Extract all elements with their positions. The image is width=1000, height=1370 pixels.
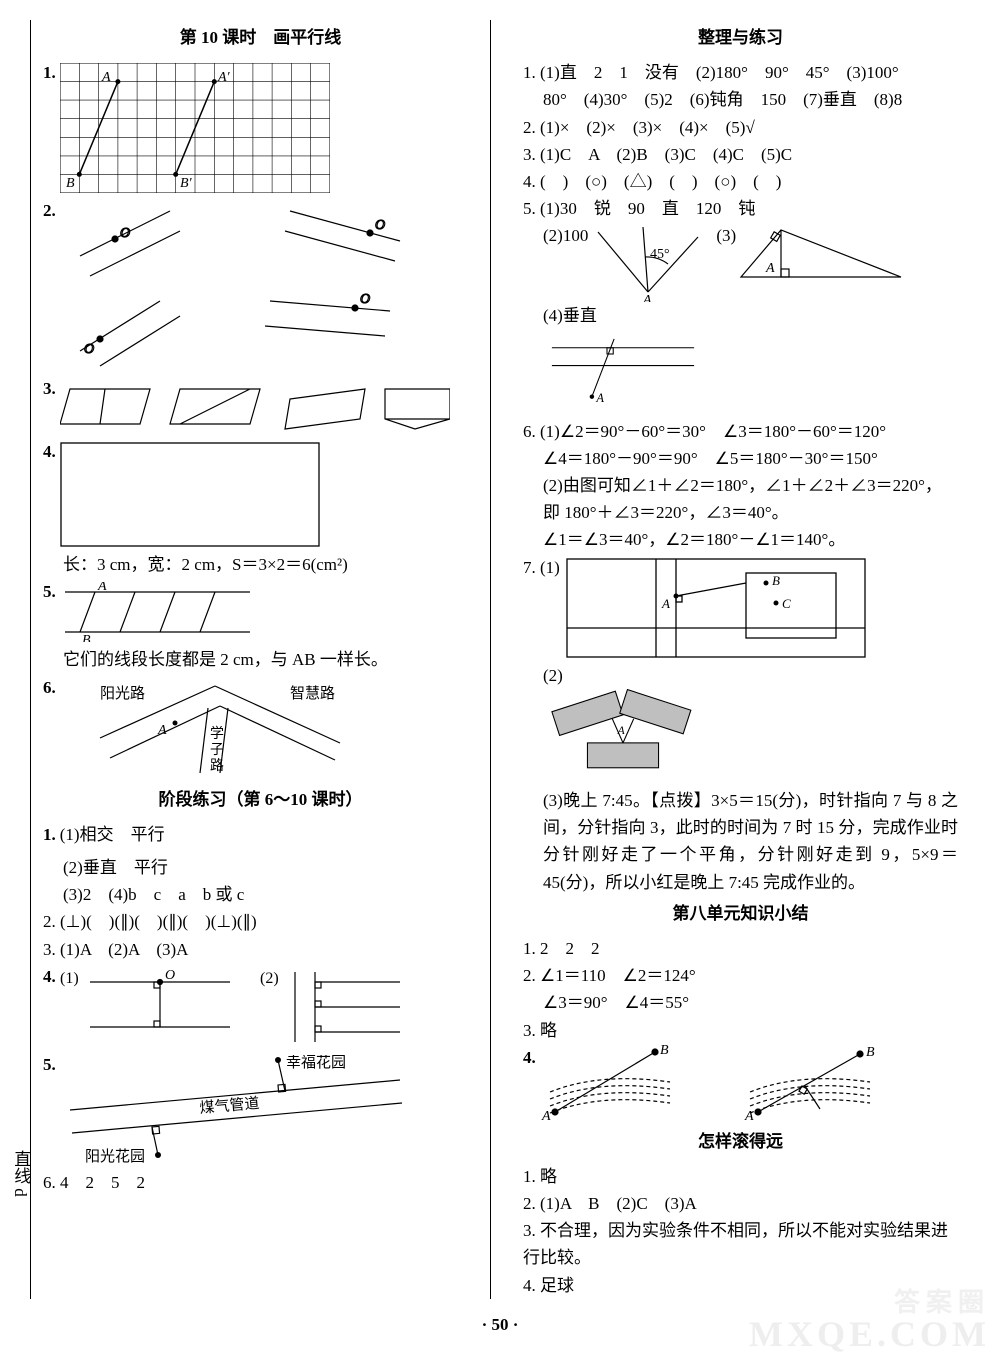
u4-num: 4. <box>523 1044 536 1071</box>
svg-text:幸福花园: 幸福花园 <box>286 1055 346 1071</box>
q1-figure: A A′ B B′ <box>60 63 330 193</box>
r5c: (4)垂直 <box>523 302 958 329</box>
r7-1: 7. (1) <box>523 554 560 581</box>
g1: 1. 略 <box>523 1163 958 1190</box>
u2a: 2. ∠1＝110 ∠2＝124° <box>523 962 958 989</box>
svg-text:子: 子 <box>210 742 224 758</box>
u2b: ∠3＝90° ∠4＝55° <box>523 989 958 1016</box>
svg-text:O: O <box>165 968 175 983</box>
g3: 3. 不合理，因为实验条件不相同，所以不能对实验结果进行比较。 <box>523 1217 958 1271</box>
svg-text:A: A <box>642 293 652 302</box>
svg-text:O: O <box>84 342 94 357</box>
q2-figure: O O O O <box>60 201 440 371</box>
svg-text:学: 学 <box>210 726 224 742</box>
g4: 4. 足球 <box>523 1272 958 1299</box>
right-title: 整理与练习 <box>523 24 958 51</box>
r6c: (2)由图可知∠1＋∠2＝180°，∠1＋∠2＋∠3＝220°， <box>523 472 958 499</box>
u3: 3. 略 <box>523 1017 958 1044</box>
svg-text:阳光路: 阳光路 <box>100 685 145 702</box>
svg-text:B: B <box>660 1044 669 1058</box>
sec2-title: 阶段练习（第 6～10 课时） <box>43 786 478 813</box>
svg-text:B: B <box>772 573 780 588</box>
r5-fig2: 45° A <box>588 222 708 302</box>
s2-1-3: (3)2 (4)b c a b 或 c <box>43 881 478 908</box>
watermark-en: MXQE.COM <box>749 1306 990 1364</box>
r5-fig3: A <box>736 222 906 292</box>
svg-text:A′: A′ <box>217 70 231 85</box>
svg-text:B: B <box>82 633 91 642</box>
s2-1-1: (1)相交 平行 <box>60 825 165 844</box>
r6e: ∠1＝∠3＝40°，∠2＝180°－∠1＝140°。 <box>523 526 958 553</box>
q5-text: 它们的线段长度都是 2 cm，与 AB 一样长。 <box>43 646 478 673</box>
q3-figure <box>60 379 450 434</box>
q6-figure: 阳光路 智慧路 学子路 A <box>60 678 380 778</box>
svg-text:(2): (2) <box>260 970 279 987</box>
q6-num: 6. <box>43 674 56 701</box>
r7-fig2: A <box>523 689 703 779</box>
svg-text:(1): (1) <box>60 970 79 987</box>
svg-text:B: B <box>66 176 75 191</box>
s2-2: 2. (⊥)( )(∥)( )(∥)( )(⊥)(∥) <box>43 908 478 935</box>
g2: 2. (1)A B (2)C (3)A <box>523 1190 958 1217</box>
r4: 4. ( ) (○) (△) ( ) (○) ( ) <box>523 168 958 195</box>
svg-text:B′: B′ <box>180 176 193 191</box>
left-column: 直线 d 第 10 课时 画平行线 1. A A′ B B′ 2. <box>30 20 491 1299</box>
r7-3: (3)晚上 7:45。【点拨】3×5＝15(分)，时针指向 7 与 8 之间，分… <box>523 787 958 896</box>
r5-fig4: A <box>523 330 703 410</box>
svg-text:A: A <box>541 1109 551 1124</box>
r5a: 5. (1)30 锐 90 直 120 钝 <box>523 195 958 222</box>
svg-text:A: A <box>157 723 167 738</box>
r7-2: (2) <box>523 662 958 689</box>
s2-4-figure: (1) O (2) <box>60 967 420 1047</box>
svg-text:45°: 45° <box>650 247 670 262</box>
side-label: 直线 d <box>7 1150 34 1197</box>
svg-text:O: O <box>120 226 130 241</box>
q4-text: 长：3 cm，宽：2 cm，S＝3×2＝6(cm²) <box>43 551 478 578</box>
q2-num: 2. <box>43 197 56 224</box>
svg-text:阳光花园: 阳光花园 <box>85 1148 145 1165</box>
r3: 3. (1)C A (2)B (3)C (4)C (5)C <box>523 141 958 168</box>
s2-5-figure: 幸福花园 煤气管道 阳光花园 <box>60 1055 440 1165</box>
r1a: 1. (1)直 2 1 没有 (2)180° 90° 45° (3)100° <box>523 59 958 86</box>
sec3-title: 怎样滚得远 <box>523 1128 958 1155</box>
r5b: (2)100 <box>543 222 588 249</box>
svg-text:B: B <box>866 1045 875 1060</box>
r6d: 即 180°＋∠3＝220°，∠3＝40°。 <box>523 499 958 526</box>
svg-text:智慧路: 智慧路 <box>290 684 335 702</box>
svg-text:A: A <box>661 596 670 611</box>
r5b3: (3) <box>716 222 736 249</box>
s2-4-num: 4. <box>43 963 56 990</box>
q3-num: 3. <box>43 375 56 402</box>
q5-figure: A B <box>60 582 260 642</box>
s2-5-num: 5. <box>43 1051 56 1078</box>
r6b: ∠4＝180°－90°＝90° ∠5＝180°－30°＝150° <box>523 445 958 472</box>
unit-title: 第八单元知识小结 <box>523 900 958 927</box>
r1b: 80° (4)30° (5)2 (6)钝角 150 (7)垂直 (8)8 <box>523 86 958 113</box>
q5-num: 5. <box>43 578 56 605</box>
svg-text:O: O <box>375 218 385 233</box>
svg-text:煤气管道: 煤气管道 <box>199 1095 260 1117</box>
svg-text:A: A <box>744 1109 754 1124</box>
svg-text:A: A <box>97 582 107 594</box>
q4-num: 4. <box>43 438 56 465</box>
q1-num: 1. <box>43 59 56 86</box>
u4-fig: A B A B <box>540 1044 900 1124</box>
q4-figure <box>60 442 320 547</box>
svg-text:C: C <box>782 596 791 611</box>
svg-text:路: 路 <box>210 758 224 774</box>
right-column: 整理与练习 1. (1)直 2 1 没有 (2)180° 90° 45° (3)… <box>511 20 970 1299</box>
r7-fig1: A B C <box>566 558 866 658</box>
svg-text:A: A <box>101 70 111 85</box>
svg-text:O: O <box>360 292 370 307</box>
s2-3: 3. (1)A (2)A (3)A <box>43 936 478 963</box>
r6a: 6. (1)∠2＝90°－60°＝30° ∠3＝180°－60°＝120° <box>523 418 958 445</box>
r2: 2. (1)× (2)× (3)× (4)× (5)√ <box>523 114 958 141</box>
u1: 1. 2 2 2 <box>523 935 958 962</box>
svg-text:A: A <box>595 391 604 405</box>
s2-6: 6. 4 2 5 2 <box>43 1169 478 1196</box>
left-title: 第 10 课时 画平行线 <box>43 24 478 51</box>
svg-text:A: A <box>765 261 775 276</box>
svg-text:A: A <box>617 725 626 737</box>
s2-1-2: (2)垂直 平行 <box>43 854 478 881</box>
